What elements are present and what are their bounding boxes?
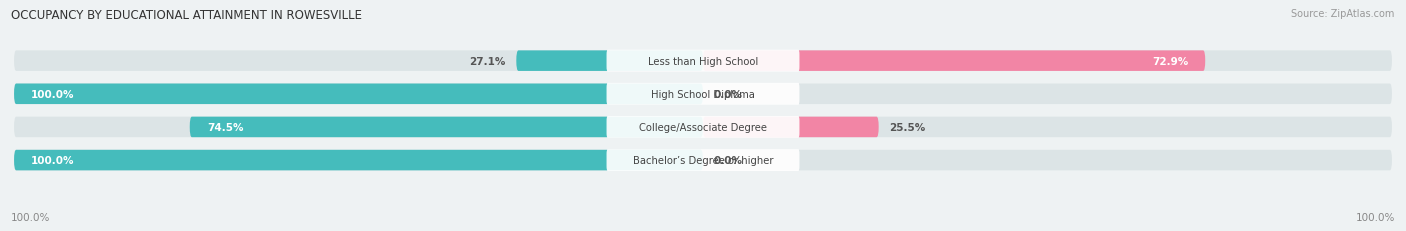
FancyBboxPatch shape xyxy=(14,84,1392,105)
FancyBboxPatch shape xyxy=(606,149,800,171)
FancyBboxPatch shape xyxy=(14,150,1392,171)
Text: 0.0%: 0.0% xyxy=(713,89,742,99)
FancyBboxPatch shape xyxy=(703,117,879,138)
Text: 0.0%: 0.0% xyxy=(713,155,742,165)
FancyBboxPatch shape xyxy=(703,51,1205,72)
Text: College/Associate Degree: College/Associate Degree xyxy=(638,122,768,132)
FancyBboxPatch shape xyxy=(190,117,703,138)
Text: Less than High School: Less than High School xyxy=(648,56,758,66)
FancyBboxPatch shape xyxy=(516,51,703,72)
Text: OCCUPANCY BY EDUCATIONAL ATTAINMENT IN ROWESVILLE: OCCUPANCY BY EDUCATIONAL ATTAINMENT IN R… xyxy=(11,9,363,22)
Text: 25.5%: 25.5% xyxy=(889,122,925,132)
Text: Source: ZipAtlas.com: Source: ZipAtlas.com xyxy=(1291,9,1395,19)
FancyBboxPatch shape xyxy=(606,116,800,138)
Text: High School Diploma: High School Diploma xyxy=(651,89,755,99)
Text: Bachelor’s Degree or higher: Bachelor’s Degree or higher xyxy=(633,155,773,165)
Text: 72.9%: 72.9% xyxy=(1152,56,1188,66)
FancyBboxPatch shape xyxy=(14,84,703,105)
FancyBboxPatch shape xyxy=(14,150,703,171)
Text: 100.0%: 100.0% xyxy=(31,89,75,99)
FancyBboxPatch shape xyxy=(606,51,800,72)
FancyBboxPatch shape xyxy=(14,117,1392,138)
Legend: Owner-occupied, Renter-occupied: Owner-occupied, Renter-occupied xyxy=(581,228,825,231)
Text: 100.0%: 100.0% xyxy=(31,155,75,165)
Text: 27.1%: 27.1% xyxy=(470,56,506,66)
Text: 100.0%: 100.0% xyxy=(11,212,51,222)
FancyBboxPatch shape xyxy=(14,51,1392,72)
Text: 74.5%: 74.5% xyxy=(207,122,243,132)
FancyBboxPatch shape xyxy=(606,83,800,105)
Text: 100.0%: 100.0% xyxy=(1355,212,1395,222)
